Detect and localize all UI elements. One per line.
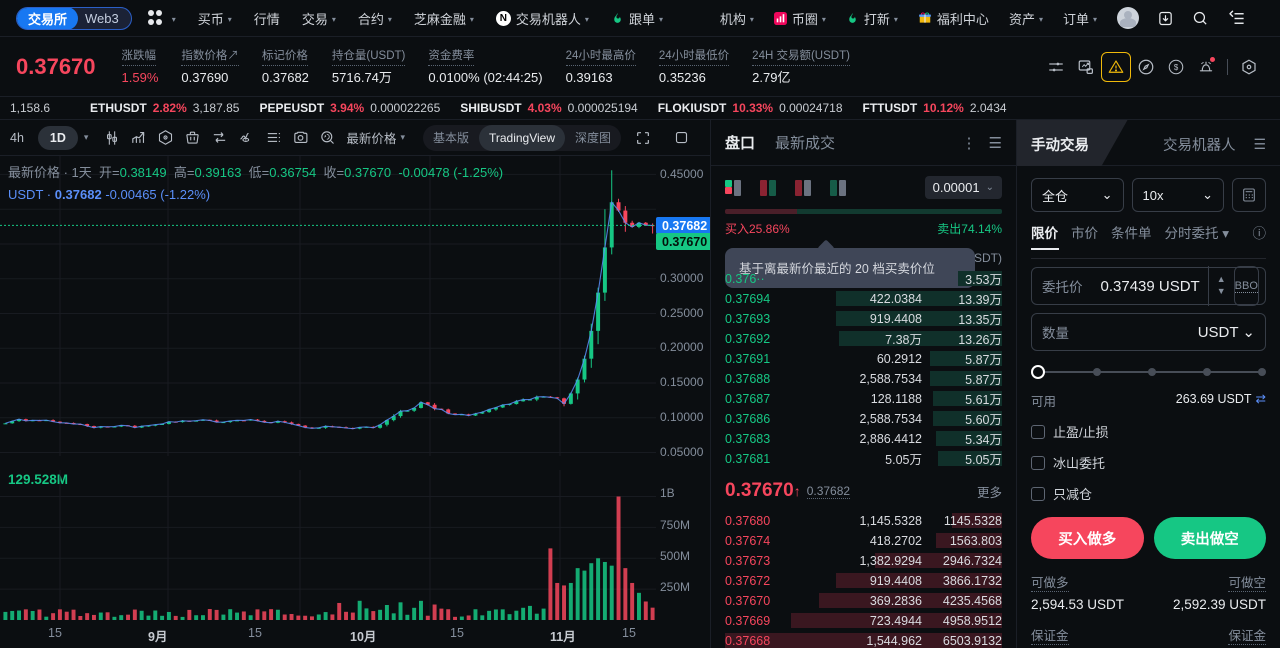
svg-text:$: $ — [1174, 63, 1179, 72]
